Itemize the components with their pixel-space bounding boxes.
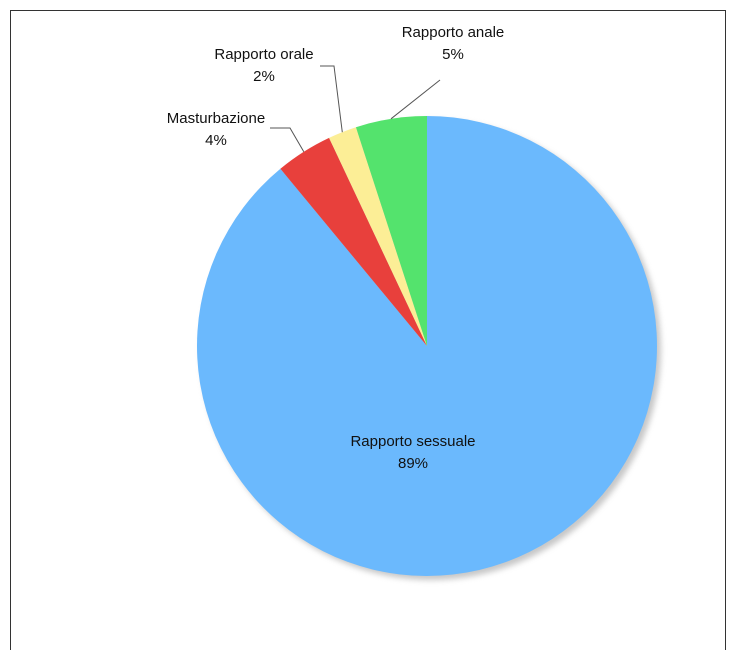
slice-value-rapporto-sessuale: 89%: [398, 455, 428, 472]
slice-value-rapporto-orale: 2%: [253, 68, 275, 85]
slice-label-rapporto-anale: Rapporto anale: [402, 24, 505, 41]
leader-lines: [270, 65, 441, 153]
slice-label-rapporto-sessuale: Rapporto sessuale: [350, 433, 475, 450]
leader-line-masturbazione: [270, 127, 305, 153]
pie-slices: [196, 116, 657, 577]
pie-slice-masturbazione: [280, 137, 427, 346]
slice-value-rapporto-anale: 5%: [442, 46, 464, 63]
pie-slice-rapporto-orale: [329, 127, 427, 346]
slice-value-masturbazione: 4%: [205, 132, 227, 149]
slice-label-masturbazione: Masturbazione: [167, 110, 265, 127]
slice-label-rapporto-orale: Rapporto orale: [214, 46, 313, 63]
leader-line-rapporto-orale: [320, 65, 343, 133]
pie-slice-rapporto-sessuale: [196, 116, 657, 577]
pie-slice-rapporto-anale: [355, 116, 427, 346]
leader-line-rapporto-anale: [390, 79, 441, 120]
